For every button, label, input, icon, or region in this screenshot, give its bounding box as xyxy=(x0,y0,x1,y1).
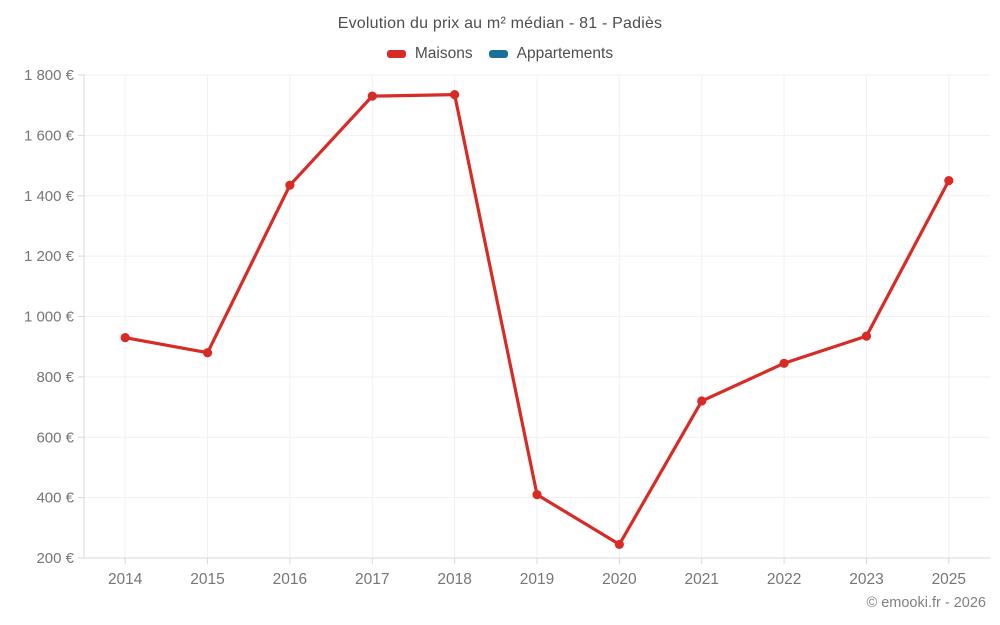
data-point-maisons-2016[interactable] xyxy=(285,180,295,190)
legend-item-maisons[interactable]: Maisons xyxy=(386,45,473,63)
x-tick-label: 2016 xyxy=(273,571,307,588)
data-point-maisons-2022[interactable] xyxy=(779,358,789,368)
x-tick-label: 2015 xyxy=(190,571,224,588)
data-point-maisons-2020[interactable] xyxy=(614,539,624,550)
y-tick-label: 1 600 € xyxy=(24,127,75,144)
x-tick-label: 2021 xyxy=(684,571,718,588)
data-point-maisons-2018[interactable] xyxy=(450,90,460,100)
x-tick-label: 2014 xyxy=(108,571,143,588)
x-tick-label: 2019 xyxy=(520,571,554,588)
legend-item-label: Maisons xyxy=(414,45,473,62)
data-point-maisons-2023[interactable] xyxy=(861,331,872,341)
y-tick-label: 1 400 € xyxy=(24,188,75,205)
legend-item-appartements[interactable]: Appartements xyxy=(488,45,614,63)
y-tick-label: 400 € xyxy=(36,490,74,507)
y-tick-label: 1 000 € xyxy=(24,309,75,326)
chart-title: Evolution du prix au m² médian - 81 - Pa… xyxy=(337,15,663,32)
chart-legend: Maisons Appartements xyxy=(0,45,1000,63)
data-point-maisons-2014[interactable] xyxy=(120,333,130,343)
data-point-maisons-2019[interactable] xyxy=(532,490,542,500)
data-point-maisons-2025[interactable] xyxy=(944,176,954,186)
attribution: © emooki.fr - 2026 xyxy=(866,595,986,611)
y-tick-label: 600 € xyxy=(36,429,74,446)
x-tick-label: 2025 xyxy=(932,571,966,588)
data-point-maisons-2021[interactable] xyxy=(697,396,707,406)
x-tick-label: 2017 xyxy=(355,571,389,588)
y-tick-label: 1 200 € xyxy=(24,248,75,265)
x-tick-label: 2020 xyxy=(602,571,637,588)
x-tick-label: 2022 xyxy=(767,571,801,588)
legend-item-label: Appartements xyxy=(516,45,614,62)
x-tick-label: 2023 xyxy=(849,571,883,588)
y-tick-label: 1 800 € xyxy=(24,67,75,84)
y-tick-label: 200 € xyxy=(36,550,74,567)
x-tick-label: 2018 xyxy=(437,571,471,588)
data-point-maisons-2015[interactable] xyxy=(202,348,213,358)
maisons-swatch-icon xyxy=(386,50,406,58)
y-tick-label: 800 € xyxy=(36,369,74,386)
data-point-maisons-2017[interactable] xyxy=(367,91,377,101)
appartements-swatch-icon xyxy=(488,50,508,58)
